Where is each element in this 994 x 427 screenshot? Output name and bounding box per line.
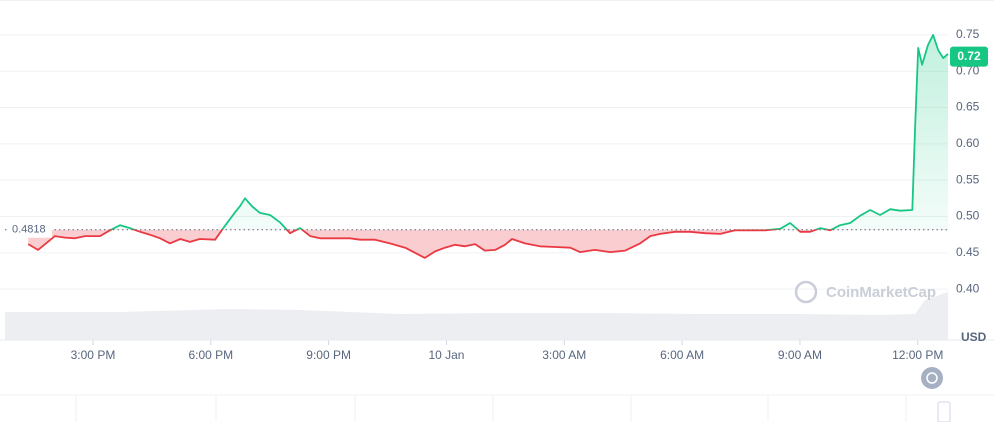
- y-tick-label: 0.70: [956, 63, 980, 77]
- current-price-badge: [950, 46, 988, 67]
- y-tick-label: 0.50: [956, 209, 980, 223]
- x-tick-label: 3:00 PM: [71, 348, 116, 362]
- volume-area: [5, 292, 948, 340]
- y-axis-label: USD: [961, 330, 987, 344]
- x-tick-label: 9:00 AM: [778, 348, 822, 362]
- x-tick-label: 6:00 PM: [188, 348, 233, 362]
- y-tick-label: 0.75: [956, 27, 980, 41]
- x-tick-label: 3:00 AM: [542, 348, 586, 362]
- reset-zoom-button[interactable]: [921, 367, 943, 389]
- price-line: [27, 34, 949, 259]
- price-area: [28, 34, 949, 258]
- y-tick-label: 0.60: [956, 136, 980, 150]
- watermark-logo: [794, 280, 818, 304]
- baseline-label-bg: [8, 221, 52, 238]
- y-tick-label: 0.55: [956, 172, 980, 186]
- x-tick-label: 6:00 AM: [660, 348, 704, 362]
- reset-zoom-icon: [926, 372, 938, 384]
- x-tick-label: 9:00 PM: [306, 348, 351, 362]
- watermark: CoinMarketCap: [826, 284, 936, 301]
- navigator-handle[interactable]: [937, 401, 951, 423]
- x-tick-label: 10 Jan: [428, 348, 464, 362]
- y-tick-label: 0.45: [956, 245, 980, 259]
- current-price-label: 0.72: [957, 49, 981, 63]
- baseline-label: 0.4818: [12, 224, 46, 236]
- x-tick-label: 12:00 PM: [892, 348, 943, 362]
- y-tick-label: 0.65: [956, 100, 980, 114]
- y-tick-label: 0.40: [956, 281, 980, 295]
- navigator-separators: [75, 395, 907, 422]
